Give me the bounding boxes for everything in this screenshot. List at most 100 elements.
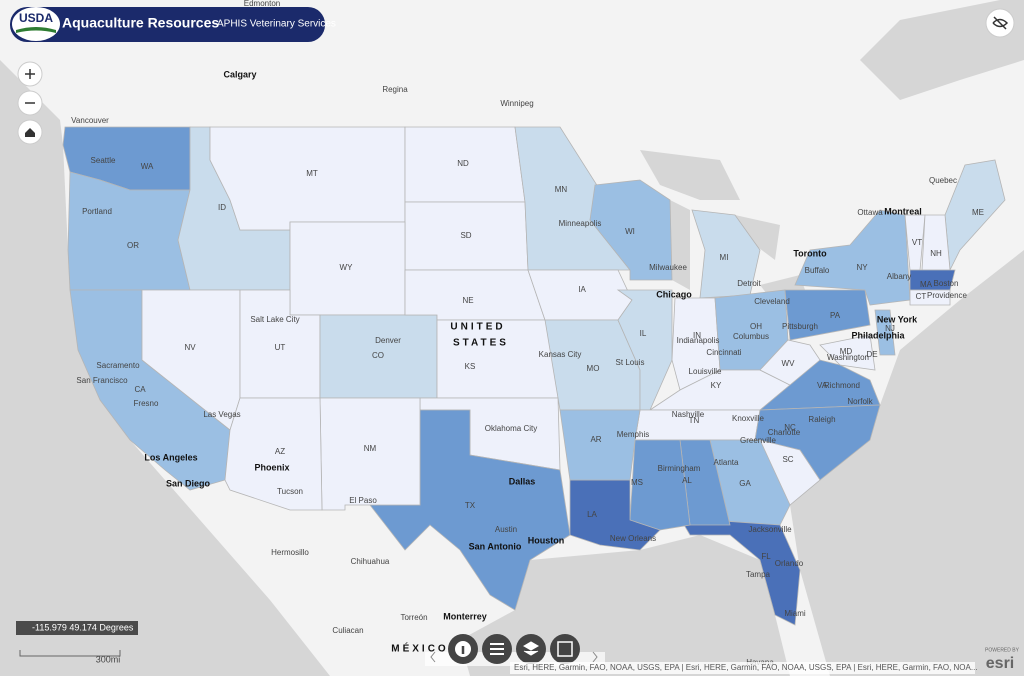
place-label: Vancouver bbox=[71, 116, 109, 125]
state bbox=[404, 269, 546, 321]
place-label: Dallas bbox=[509, 476, 536, 486]
state bbox=[874, 309, 896, 356]
place-label: Columbus bbox=[733, 332, 769, 341]
place-label: Regina bbox=[382, 85, 408, 94]
place-label: WA bbox=[141, 162, 154, 171]
place-label: Monterrey bbox=[443, 611, 487, 621]
eye-icon bbox=[992, 16, 1009, 30]
place-label: Detroit bbox=[737, 279, 761, 288]
state bbox=[629, 439, 691, 531]
place-label: St Louis bbox=[616, 358, 645, 367]
place-label: VT bbox=[912, 238, 922, 247]
place-label: UT bbox=[275, 343, 286, 352]
esri-powered: POWERED BY bbox=[985, 647, 1020, 653]
state bbox=[921, 214, 951, 271]
place-label: Buffalo bbox=[805, 266, 830, 275]
place-label: Calgary bbox=[223, 69, 256, 79]
header-title: Aquaculture Resources bbox=[62, 15, 219, 31]
scale-label: 300mi bbox=[96, 654, 121, 664]
place-label: MD bbox=[840, 347, 853, 356]
layers-icon bbox=[522, 641, 540, 656]
place-label: NC bbox=[784, 423, 796, 432]
place-label: Raleigh bbox=[808, 415, 835, 424]
place-label: ID bbox=[218, 203, 226, 212]
place-label: Las Vegas bbox=[203, 410, 240, 419]
place-label: Cincinnati bbox=[706, 348, 741, 357]
place-label: Salt Lake City bbox=[250, 315, 299, 324]
state bbox=[67, 171, 191, 291]
logo: USDA bbox=[19, 11, 53, 25]
place-label: SC bbox=[782, 455, 793, 464]
header-subtitle: APHIS Veterinary Services bbox=[217, 19, 336, 30]
place-label: FL bbox=[761, 552, 771, 561]
place-label: MT bbox=[306, 169, 318, 178]
state bbox=[569, 479, 661, 551]
place-label: Denver bbox=[375, 336, 401, 345]
state bbox=[224, 397, 323, 511]
place-label: San Diego bbox=[166, 478, 211, 488]
attribution: Esri, HERE, Garmin, FAO, NOAA, USGS, EPA… bbox=[514, 663, 978, 672]
state bbox=[319, 397, 421, 511]
place-label: Houston bbox=[528, 535, 565, 545]
state bbox=[559, 409, 641, 481]
place-label: Nashville bbox=[672, 410, 705, 419]
place-label: PA bbox=[830, 311, 841, 320]
place-label: ME bbox=[972, 208, 984, 217]
place-label: Montreal bbox=[884, 206, 922, 216]
place-label: Los Angeles bbox=[144, 452, 197, 462]
table-button[interactable] bbox=[550, 634, 580, 664]
place-label: New Orleans bbox=[610, 534, 656, 543]
home-icon bbox=[25, 128, 35, 137]
place-label: Ottawa bbox=[857, 208, 883, 217]
place-label: VA bbox=[817, 381, 828, 390]
place-label: CO bbox=[372, 351, 384, 360]
place-label: Birmingham bbox=[658, 464, 701, 473]
place-label: Philadelphia bbox=[851, 330, 905, 340]
place-label: Charlotte bbox=[768, 428, 801, 437]
place-label: Austin bbox=[495, 525, 517, 534]
place-label: Toronto bbox=[793, 248, 827, 258]
place-label: MO bbox=[587, 364, 600, 373]
place-label: Seattle bbox=[91, 156, 116, 165]
place-label: Chihuahua bbox=[351, 557, 390, 566]
place-label: Albany bbox=[887, 272, 911, 281]
place-label: OR bbox=[127, 241, 139, 250]
place-label: Louisville bbox=[689, 367, 722, 376]
place-label: NM bbox=[364, 444, 377, 453]
place-label: WY bbox=[340, 263, 354, 272]
place-label: NE bbox=[462, 296, 473, 305]
coordinates-box bbox=[16, 621, 138, 635]
coordinates: -115.979 49.174 Degrees bbox=[32, 622, 134, 632]
place-label: SD bbox=[460, 231, 471, 240]
place-label: Kansas City bbox=[539, 350, 582, 359]
place-label: Atlanta bbox=[714, 458, 739, 467]
place-label: Sacramento bbox=[96, 361, 140, 370]
place-label: MN bbox=[555, 185, 568, 194]
place-label: Quebec bbox=[929, 176, 957, 185]
toolbar-arrows[interactable] bbox=[430, 651, 598, 663]
place-label: Chicago bbox=[656, 289, 692, 299]
place-label: Jacksonville bbox=[748, 525, 792, 534]
place-label: MS bbox=[631, 478, 643, 487]
place-label: AR bbox=[590, 435, 601, 444]
place-label: Richmond bbox=[824, 381, 860, 390]
place-label: Pittsburgh bbox=[782, 322, 818, 331]
place-label: Orlando bbox=[775, 559, 804, 568]
place-label: CA bbox=[134, 385, 146, 394]
place-label: Knoxville bbox=[732, 414, 765, 423]
place-label: IL bbox=[640, 329, 647, 338]
place-label: Phoenix bbox=[254, 462, 289, 472]
place-label: Portland bbox=[82, 207, 112, 216]
place-label: NV bbox=[184, 343, 196, 352]
place-label: Boston bbox=[934, 279, 959, 288]
place-label: Greenville bbox=[740, 436, 777, 445]
state bbox=[909, 289, 951, 306]
place-label: Minneapolis bbox=[559, 219, 602, 228]
place-label: STATES bbox=[453, 338, 509, 349]
place-label: NY bbox=[856, 263, 868, 272]
place-label: El Paso bbox=[349, 496, 377, 505]
place-label: Memphis bbox=[617, 430, 649, 439]
state bbox=[527, 269, 633, 321]
place-label: NJ bbox=[885, 324, 895, 333]
